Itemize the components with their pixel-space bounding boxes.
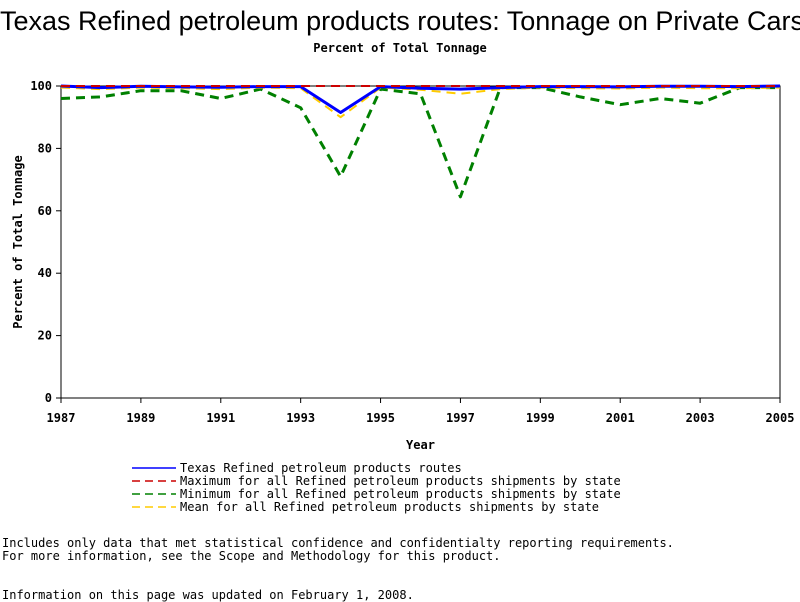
series-line-0 [60, 84, 781, 114]
y-tick-label: 40 [38, 266, 52, 280]
plot-frame [60, 85, 781, 399]
plot-area [60, 85, 781, 399]
x-tick-label: 1993 [286, 411, 315, 425]
legend-label-3: Mean for all Refined petroleum products … [180, 500, 599, 514]
y-tick-label: 100 [30, 79, 52, 93]
x-tick-label: 1989 [126, 411, 155, 425]
legend-label-2: Minimum for all Refined petroleum produc… [180, 487, 621, 501]
x-tick-label: 2003 [686, 411, 715, 425]
x-tick-label: 1999 [526, 411, 555, 425]
note-methodology: For more information, see the Scope and … [2, 549, 501, 563]
y-axis-label: Percent of Total Tonnage [11, 155, 25, 328]
x-tick-label: 1991 [206, 411, 235, 425]
y-tick-label: 0 [45, 391, 52, 405]
chart-title: Texas Refined petroleum products routes:… [0, 6, 800, 36]
note-confidence: Includes only data that met statistical … [2, 536, 674, 550]
x-tick-label: 1987 [47, 411, 76, 425]
x-tick-label: 2005 [766, 411, 795, 425]
chart-subtitle: Percent of Total Tonnage [313, 41, 487, 55]
legend: Texas Refined petroleum products routesM… [132, 461, 621, 514]
y-tick-label: 60 [38, 204, 52, 218]
legend-label-0: Texas Refined petroleum products routes [180, 461, 462, 475]
note-updated: Information on this page was updated on … [2, 588, 414, 602]
x-axis-label: Year [406, 438, 435, 452]
y-tick-label: 80 [38, 141, 52, 155]
series-layer [60, 84, 781, 199]
x-tick-label: 1995 [366, 411, 395, 425]
y-tick-label: 20 [38, 329, 52, 343]
x-tick-label: 1997 [446, 411, 475, 425]
legend-label-1: Maximum for all Refined petroleum produc… [180, 474, 621, 488]
axes-layer: 0 20 40 60 80 100 1987 1989 1991 1993 1995 1997 1999… [30, 79, 794, 425]
series-line-2 [60, 86, 780, 199]
x-tick-label: 2001 [606, 411, 635, 425]
